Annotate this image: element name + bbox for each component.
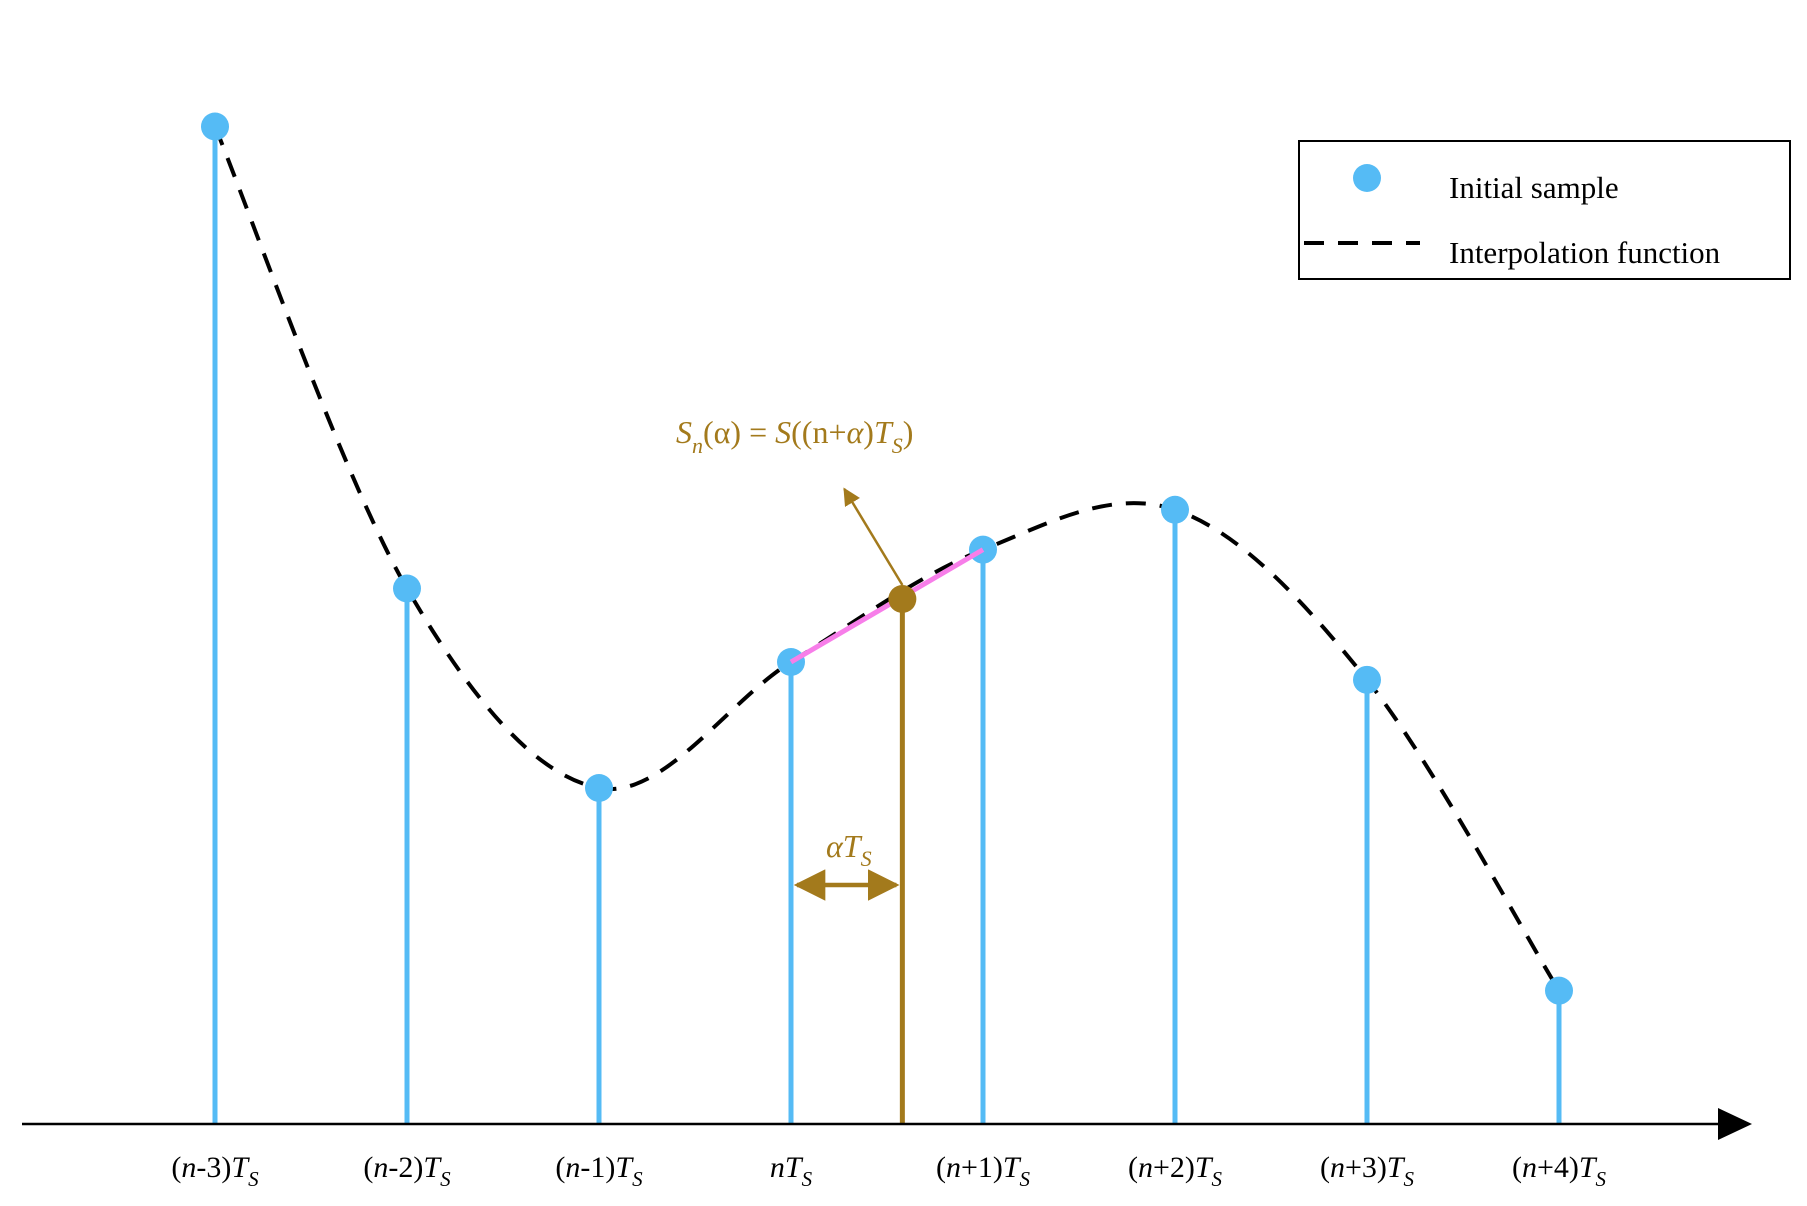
legend-sample-marker bbox=[1353, 164, 1381, 192]
sample-stems bbox=[201, 112, 1573, 1124]
sample-point bbox=[1161, 495, 1189, 524]
interpolated-segment bbox=[789, 547, 985, 665]
sample-point bbox=[585, 774, 613, 802]
tick-label: (n-3)TS bbox=[171, 1151, 259, 1191]
interpolated-point bbox=[888, 585, 917, 613]
legend-sample-label: Initial sample bbox=[1449, 170, 1619, 205]
tick-label: nTS bbox=[770, 1151, 813, 1191]
tick-label: (n+3)TS bbox=[1320, 1151, 1415, 1191]
alpha-ts-label: αTS bbox=[826, 828, 872, 871]
legend-box bbox=[1298, 140, 1791, 280]
legend: Initial sample Interpolation function bbox=[1298, 140, 1791, 280]
sample-point bbox=[1353, 665, 1381, 694]
sample-point bbox=[201, 112, 229, 141]
interpolation-formula: Sn(α) = S((n+α)TS) bbox=[676, 414, 913, 458]
legend-curve-label: Interpolation function bbox=[1449, 235, 1721, 270]
time-axis-arrowhead bbox=[1718, 1108, 1752, 1140]
sample-point bbox=[1545, 976, 1573, 1005]
tick-label: (n-1)TS bbox=[555, 1151, 643, 1191]
formula-arrow bbox=[843, 487, 904, 586]
tick-label: (n+4)TS bbox=[1512, 1151, 1607, 1191]
sample-point bbox=[393, 574, 421, 603]
tick-labels: (n-3)TS (n-2)TS (n-1)TS nTS (n+1)TS (n+2)TS (n… bbox=[171, 1151, 1606, 1191]
tick-label: (n+2)TS bbox=[1128, 1151, 1223, 1191]
tick-label: (n-2)TS bbox=[363, 1151, 451, 1191]
tick-label: (n+1)TS bbox=[936, 1151, 1031, 1191]
